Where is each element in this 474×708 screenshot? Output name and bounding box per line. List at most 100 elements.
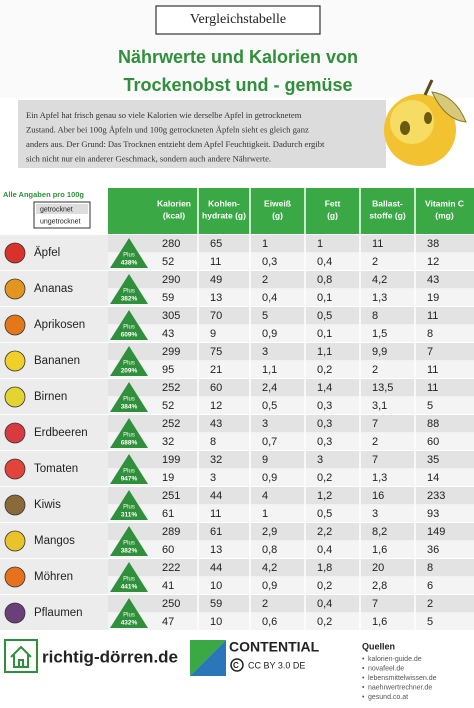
legend-fresh-label: ungetrocknet xyxy=(40,218,81,225)
fruit-name: Aprikosen xyxy=(34,319,85,331)
cell-value: 1 xyxy=(262,238,268,250)
dried-row xyxy=(108,595,474,613)
fruit-icon xyxy=(4,566,26,588)
fresh-row xyxy=(108,505,474,522)
source-bullet: • xyxy=(362,656,365,663)
cell-value: 12 xyxy=(427,256,439,268)
fruit-name: Pflaumen xyxy=(34,607,83,619)
cell-value: 60 xyxy=(210,382,222,394)
cell-value: 7 xyxy=(427,346,433,358)
source: lebensmittelwissen.de xyxy=(368,675,437,682)
cell-value: 75 xyxy=(210,346,222,358)
cell-value: 2 xyxy=(372,256,378,268)
cell-value: 0,7 xyxy=(262,436,277,448)
cell-value: 13,5 xyxy=(372,382,393,394)
cell-value: 290 xyxy=(162,274,180,286)
dried-row xyxy=(108,307,474,325)
fruit-icon xyxy=(4,314,26,336)
cell-value: 2 xyxy=(372,436,378,448)
column-header: hydrate (g) xyxy=(202,210,246,220)
cell-value: 1,5 xyxy=(372,328,387,340)
column-header: (mg) xyxy=(435,210,454,220)
plus-badge xyxy=(110,562,148,592)
cell-value: 8 xyxy=(427,562,433,574)
plus-badge xyxy=(110,454,148,484)
plus-badge xyxy=(110,382,148,412)
cell-value: 8 xyxy=(210,436,216,448)
cell-value: 7 xyxy=(372,418,378,430)
fresh-row xyxy=(108,253,474,270)
cell-value: 19 xyxy=(427,292,439,304)
dried-row xyxy=(108,487,474,505)
site-name: richtig-dörren.de xyxy=(42,647,178,666)
fruit-icon xyxy=(4,530,26,552)
cell-value: 88 xyxy=(427,418,439,430)
cell-value: 2 xyxy=(262,274,268,286)
dried-row xyxy=(108,235,474,253)
column-header: (g) xyxy=(327,210,338,220)
fruit-icon xyxy=(4,458,26,480)
fruit-icon xyxy=(4,278,26,300)
cell-value: 60 xyxy=(427,436,439,448)
intro-line: sich nicht nur ein anderer Geschmack, so… xyxy=(26,153,271,163)
fresh-row xyxy=(108,325,474,342)
cell-value: 11 xyxy=(427,310,438,322)
source-bullet: • xyxy=(362,684,365,691)
fruit-name: Bananen xyxy=(34,355,80,367)
plus-label: Plus xyxy=(123,253,135,259)
cell-value: 38 xyxy=(427,238,439,250)
fresh-row xyxy=(108,433,474,450)
cell-value: 0,5 xyxy=(317,310,332,322)
intro: Ein Apfel hat frisch genau so viele Kalo… xyxy=(26,110,325,164)
intro-line: Zustand. Aber bei 100g Äpfeln und 100g g… xyxy=(26,124,309,134)
cell-value: 2,8 xyxy=(372,580,387,592)
column-header: Kalorien xyxy=(157,198,191,208)
cell-value: 4,2 xyxy=(262,562,277,574)
column-header: Eiweiß xyxy=(264,198,291,208)
cell-value: 8,2 xyxy=(372,526,387,538)
intro-line: anders aus. Der Grund: Das Trocknen entz… xyxy=(26,139,325,149)
plus-value: 947% xyxy=(121,476,138,483)
cell-value: 0,2 xyxy=(317,616,332,628)
cell-value: 0,9 xyxy=(262,328,277,340)
cell-value: 0,3 xyxy=(262,256,277,268)
cell-value: 21 xyxy=(210,364,222,376)
fresh-row xyxy=(108,469,474,486)
column-header: Kohlen- xyxy=(208,198,240,208)
fruit-name: Mangos xyxy=(34,535,75,547)
source-bullet: • xyxy=(362,665,365,672)
cell-value: 8 xyxy=(427,328,433,340)
plus-label: Plus xyxy=(123,361,135,367)
cell-value: 0,1 xyxy=(317,292,332,304)
fresh-row xyxy=(108,361,474,378)
cell-value: 5 xyxy=(427,616,433,628)
fruit-name: Ananas xyxy=(34,283,73,295)
cell-value: 0,2 xyxy=(317,364,332,376)
cell-value: 9 xyxy=(262,454,268,466)
cell-value: 70 xyxy=(210,310,222,322)
cell-value: 59 xyxy=(210,598,222,610)
legend-dried xyxy=(36,204,88,214)
plus-value: 382% xyxy=(121,296,138,303)
cell-value: 1,1 xyxy=(317,346,332,358)
cell-value: 4 xyxy=(262,490,268,502)
plus-badge xyxy=(110,526,148,556)
plus-label: Plus xyxy=(123,397,135,403)
cell-value: 52 xyxy=(162,256,174,268)
fruit-icon xyxy=(4,602,26,624)
cell-value: 61 xyxy=(210,526,222,538)
cell-value: 11 xyxy=(427,364,438,376)
cell-value: 93 xyxy=(427,508,439,520)
plus-badge xyxy=(110,418,148,448)
sources-title: Quellen xyxy=(362,641,395,651)
plus-badge xyxy=(110,346,148,376)
cell-value: 251 xyxy=(162,490,180,502)
cell-value: 60 xyxy=(162,544,174,556)
cell-value: 3 xyxy=(210,472,216,484)
plus-value: 609% xyxy=(121,332,138,339)
cell-value: 280 xyxy=(162,238,180,250)
fruit-icon xyxy=(4,242,26,264)
cell-value: 299 xyxy=(162,346,180,358)
dried-row xyxy=(108,343,474,361)
